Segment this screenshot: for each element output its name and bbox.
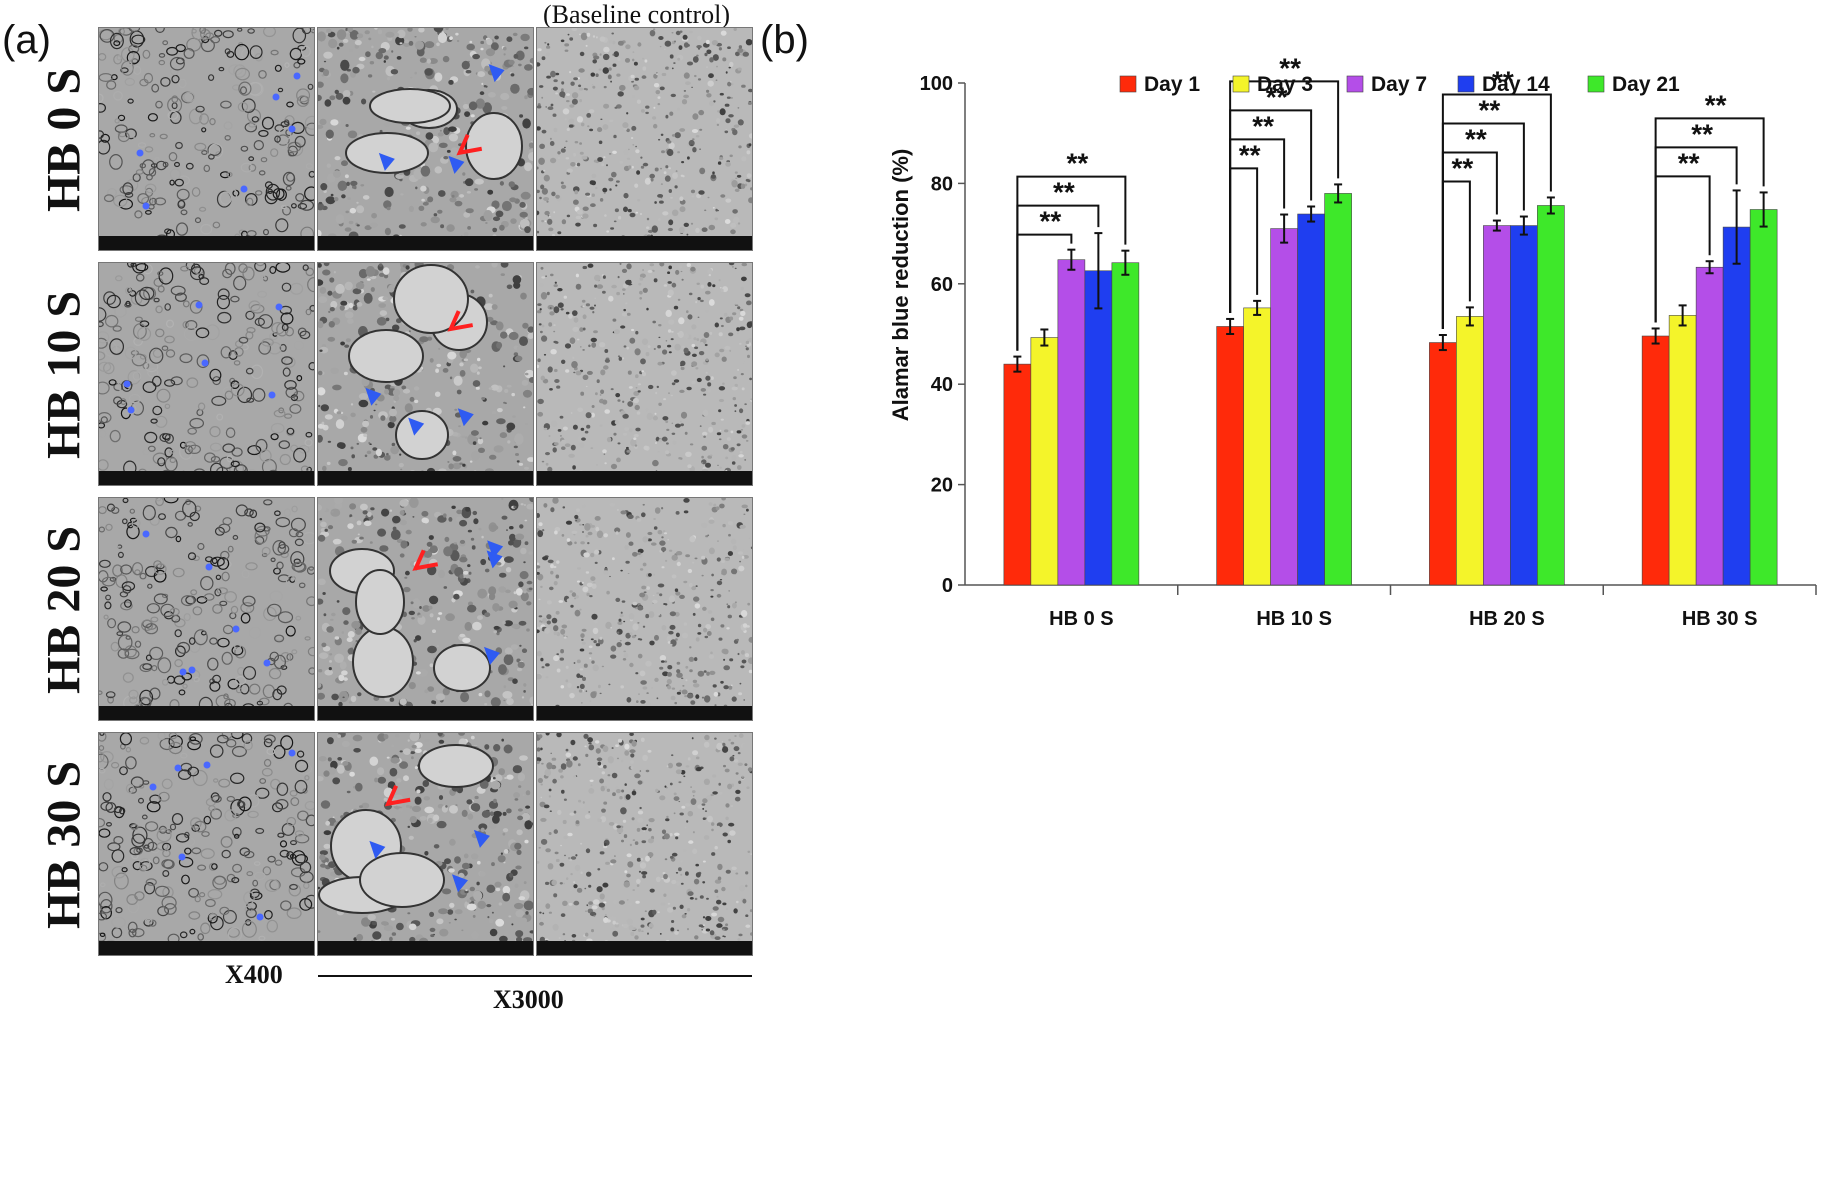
x-category-label: HB 10 S bbox=[1256, 608, 1332, 630]
y-tick-label: 40 bbox=[931, 374, 953, 396]
scale-bar bbox=[99, 236, 314, 250]
legend-swatch-day-3 bbox=[1232, 75, 1250, 93]
row-label-hb-10s: HB 10 S bbox=[37, 290, 91, 460]
sem-micrograph bbox=[536, 497, 753, 721]
magnification-x3000-line bbox=[318, 975, 752, 977]
row-label-hb-20s: HB 20 S bbox=[37, 525, 91, 695]
significance-label: ** bbox=[1478, 94, 1500, 125]
alamar-blue-bar-chart: Alamar blue reduction (%) 0 20 40 60 80 100 HB… bbox=[888, 52, 1817, 630]
bar-day-21-2 bbox=[1537, 205, 1565, 586]
legend-swatch-day-14 bbox=[1457, 75, 1475, 93]
sem-micrograph bbox=[536, 27, 753, 251]
bar-day-3-2 bbox=[1456, 316, 1484, 586]
bar-day-14-2 bbox=[1510, 225, 1538, 586]
bar-day-14-0 bbox=[1084, 270, 1113, 586]
y-tick-label: 0 bbox=[942, 575, 953, 597]
y-tick-label: 100 bbox=[920, 73, 953, 95]
sem-micrograph bbox=[536, 262, 753, 486]
significance-label: ** bbox=[1053, 177, 1075, 208]
bar-day-3-0 bbox=[1030, 337, 1059, 586]
significance-bracket bbox=[1441, 93, 1552, 330]
x-category-label: HB 0 S bbox=[1049, 608, 1113, 630]
significance-label: ** bbox=[1252, 110, 1274, 141]
sem-micrograph bbox=[317, 497, 534, 721]
scale-bar bbox=[537, 236, 752, 250]
magnification-x3000: X3000 bbox=[493, 985, 564, 1014]
scale-bar bbox=[537, 706, 752, 720]
sem-micrograph bbox=[98, 262, 315, 486]
legend-label-day-7: Day 7 bbox=[1371, 73, 1427, 96]
scale-bar bbox=[99, 471, 314, 485]
panel-a-letter: (a) bbox=[2, 18, 51, 62]
legend-swatch-day-7 bbox=[1346, 75, 1364, 93]
bar-day-7-0 bbox=[1057, 259, 1086, 586]
significance-bracket bbox=[1441, 180, 1471, 330]
bar-day-1-2 bbox=[1429, 342, 1457, 586]
bar-day-14-3 bbox=[1722, 226, 1751, 586]
significance-label: ** bbox=[1492, 65, 1514, 96]
row-label-hb-30s: HB 30 S bbox=[37, 760, 91, 930]
baseline-control-title: (Baseline control) bbox=[543, 0, 730, 29]
significance-label: ** bbox=[1279, 52, 1301, 83]
significance-label: ** bbox=[1266, 81, 1288, 112]
sem-micrograph bbox=[317, 732, 534, 956]
scale-bar bbox=[99, 706, 314, 720]
legend-swatch-day-21 bbox=[1587, 75, 1605, 93]
scale-bar bbox=[318, 941, 533, 955]
y-tick-label: 20 bbox=[931, 475, 953, 497]
bar-day-1-1 bbox=[1216, 326, 1244, 586]
panel-b-letter: (b) bbox=[760, 18, 809, 62]
significance-label: ** bbox=[1678, 147, 1700, 178]
significance-bracket bbox=[1016, 175, 1127, 351]
bar-day-1-3 bbox=[1641, 335, 1670, 586]
legend-swatch-day-1 bbox=[1119, 75, 1137, 93]
significance-label: ** bbox=[1451, 152, 1473, 183]
bar-day-3-3 bbox=[1668, 315, 1697, 586]
scale-bar bbox=[537, 471, 752, 485]
scale-bar bbox=[99, 941, 314, 955]
y-axis-label-group: Alamar blue reduction (%) bbox=[888, 149, 913, 422]
magnification-x400: X400 bbox=[225, 960, 283, 989]
y-tick-label: 80 bbox=[931, 173, 953, 195]
y-tick-label: 60 bbox=[931, 274, 953, 296]
significance-bracket bbox=[1229, 167, 1259, 313]
significance-label: ** bbox=[1465, 123, 1487, 154]
sem-micrograph bbox=[98, 732, 315, 956]
legend-label-day-21: Day 21 bbox=[1612, 73, 1680, 96]
bar-day-14-1 bbox=[1297, 213, 1325, 586]
bar-day-7-2 bbox=[1483, 225, 1511, 586]
scale-bar bbox=[318, 236, 533, 250]
bar-day-21-0 bbox=[1111, 262, 1140, 586]
row-label-hb-0s: HB 0 S bbox=[37, 67, 91, 213]
legend-label-day-1: Day 1 bbox=[1144, 73, 1200, 96]
bar-day-7-3 bbox=[1695, 266, 1724, 586]
scale-bar bbox=[318, 706, 533, 720]
significance-label: ** bbox=[1705, 89, 1727, 120]
scale-bar bbox=[537, 941, 752, 955]
x-category-label: HB 30 S bbox=[1682, 608, 1758, 630]
significance-label: ** bbox=[1239, 139, 1261, 170]
bar-day-21-1 bbox=[1324, 193, 1352, 586]
bar-day-7-1 bbox=[1270, 228, 1298, 586]
bar-day-21-3 bbox=[1749, 209, 1778, 586]
significance-bracket bbox=[1229, 80, 1340, 313]
scale-bar bbox=[318, 471, 533, 485]
significance-label: ** bbox=[1066, 148, 1088, 179]
sem-micrograph bbox=[317, 262, 534, 486]
legend-label-day-14: Day 14 bbox=[1482, 73, 1550, 96]
bar-day-3-1 bbox=[1243, 307, 1271, 586]
sem-micrograph bbox=[98, 27, 315, 251]
significance-label: ** bbox=[1691, 118, 1713, 149]
x-category-label: HB 20 S bbox=[1469, 608, 1545, 630]
significance-label: ** bbox=[1039, 206, 1061, 237]
bar-day-1-0 bbox=[1003, 363, 1032, 586]
legend-label-day-3: Day 3 bbox=[1257, 73, 1313, 96]
significance-bracket bbox=[1654, 117, 1765, 323]
y-axis-label: Alamar blue reduction (%) bbox=[888, 149, 913, 422]
sem-micrograph bbox=[98, 497, 315, 721]
sem-micrograph bbox=[317, 27, 534, 251]
sem-micrograph bbox=[536, 732, 753, 956]
